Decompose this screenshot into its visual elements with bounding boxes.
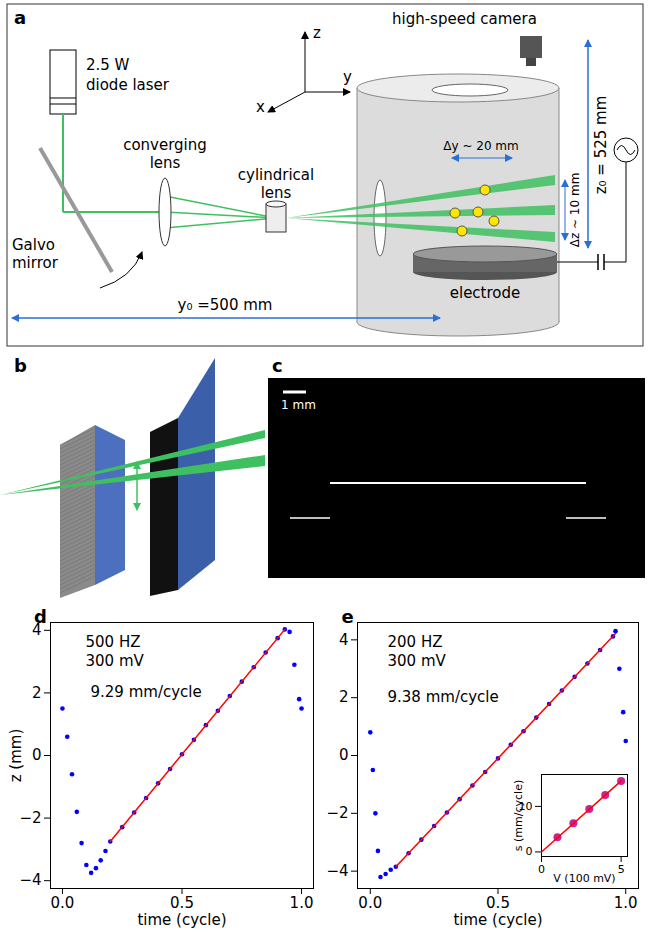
svg-text:z: z [313,24,321,42]
svg-text:a: a [14,7,26,28]
svg-text:−4: −4 [326,862,348,880]
svg-text:time (cycle): time (cycle) [453,911,542,929]
svg-text:z₀ = 525 mm: z₀ = 525 mm [592,96,610,195]
svg-text:4: 4 [339,631,349,649]
svg-text:0.0: 0.0 [51,894,75,912]
svg-text:5: 5 [618,863,625,876]
svg-text:1.0: 1.0 [614,894,638,912]
svg-text:0: 0 [32,746,42,764]
svg-text:e: e [341,606,353,627]
svg-text:0: 0 [526,845,533,858]
svg-text:0.5: 0.5 [486,894,510,912]
svg-text:diode laser: diode laser [86,76,170,94]
svg-text:Galvo: Galvo [12,236,55,254]
svg-text:200 HZ: 200 HZ [388,633,443,651]
svg-text:0: 0 [538,863,545,876]
svg-text:4: 4 [32,621,42,640]
svg-text:y₀ =500 mm: y₀ =500 mm [178,296,273,314]
svg-text:2: 2 [32,684,42,702]
svg-text:d: d [34,606,47,627]
svg-text:2.5 W: 2.5 W [86,56,130,74]
svg-text:Δz ~ 10 mm: Δz ~ 10 mm [568,173,582,248]
svg-text:1.0: 1.0 [290,894,314,912]
svg-text:y: y [343,68,352,86]
svg-text:high-speed camera: high-speed camera [392,10,537,28]
svg-text:time (cycle): time (cycle) [137,911,226,929]
svg-text:500 HZ: 500 HZ [86,633,141,651]
svg-text:lens: lens [261,184,292,202]
svg-text:x: x [256,98,265,116]
svg-text:0.0: 0.0 [358,894,382,912]
svg-text:z (mm): z (mm) [7,729,25,783]
svg-text:300 mV: 300 mV [86,652,145,670]
svg-text:1 mm: 1 mm [281,398,316,412]
svg-text:0: 0 [339,746,349,764]
svg-text:−2: −2 [19,809,41,827]
svg-text:300 mV: 300 mV [388,652,447,670]
svg-text:−4: −4 [19,871,41,889]
svg-text:−2: −2 [326,804,348,822]
svg-text:V (100 mV): V (100 mV) [553,872,615,885]
svg-text:2: 2 [339,688,349,706]
svg-text:cylindrical: cylindrical [238,166,314,184]
svg-text:lens: lens [150,154,181,172]
svg-text:mirror: mirror [12,254,59,272]
svg-text:b: b [14,355,27,376]
svg-text:c: c [272,355,283,376]
svg-text:9.29 mm/cycle: 9.29 mm/cycle [91,683,202,701]
svg-text:10: 10 [518,799,533,813]
svg-text:0.5: 0.5 [170,894,194,912]
svg-text:converging: converging [123,136,207,154]
svg-text:electrode: electrode [450,284,521,302]
svg-text:Δy ~ 20 mm: Δy ~ 20 mm [443,139,518,153]
svg-text:9.38 mm/cycle: 9.38 mm/cycle [388,688,499,706]
svg-text:s (mm/cycle): s (mm/cycle) [512,780,525,851]
